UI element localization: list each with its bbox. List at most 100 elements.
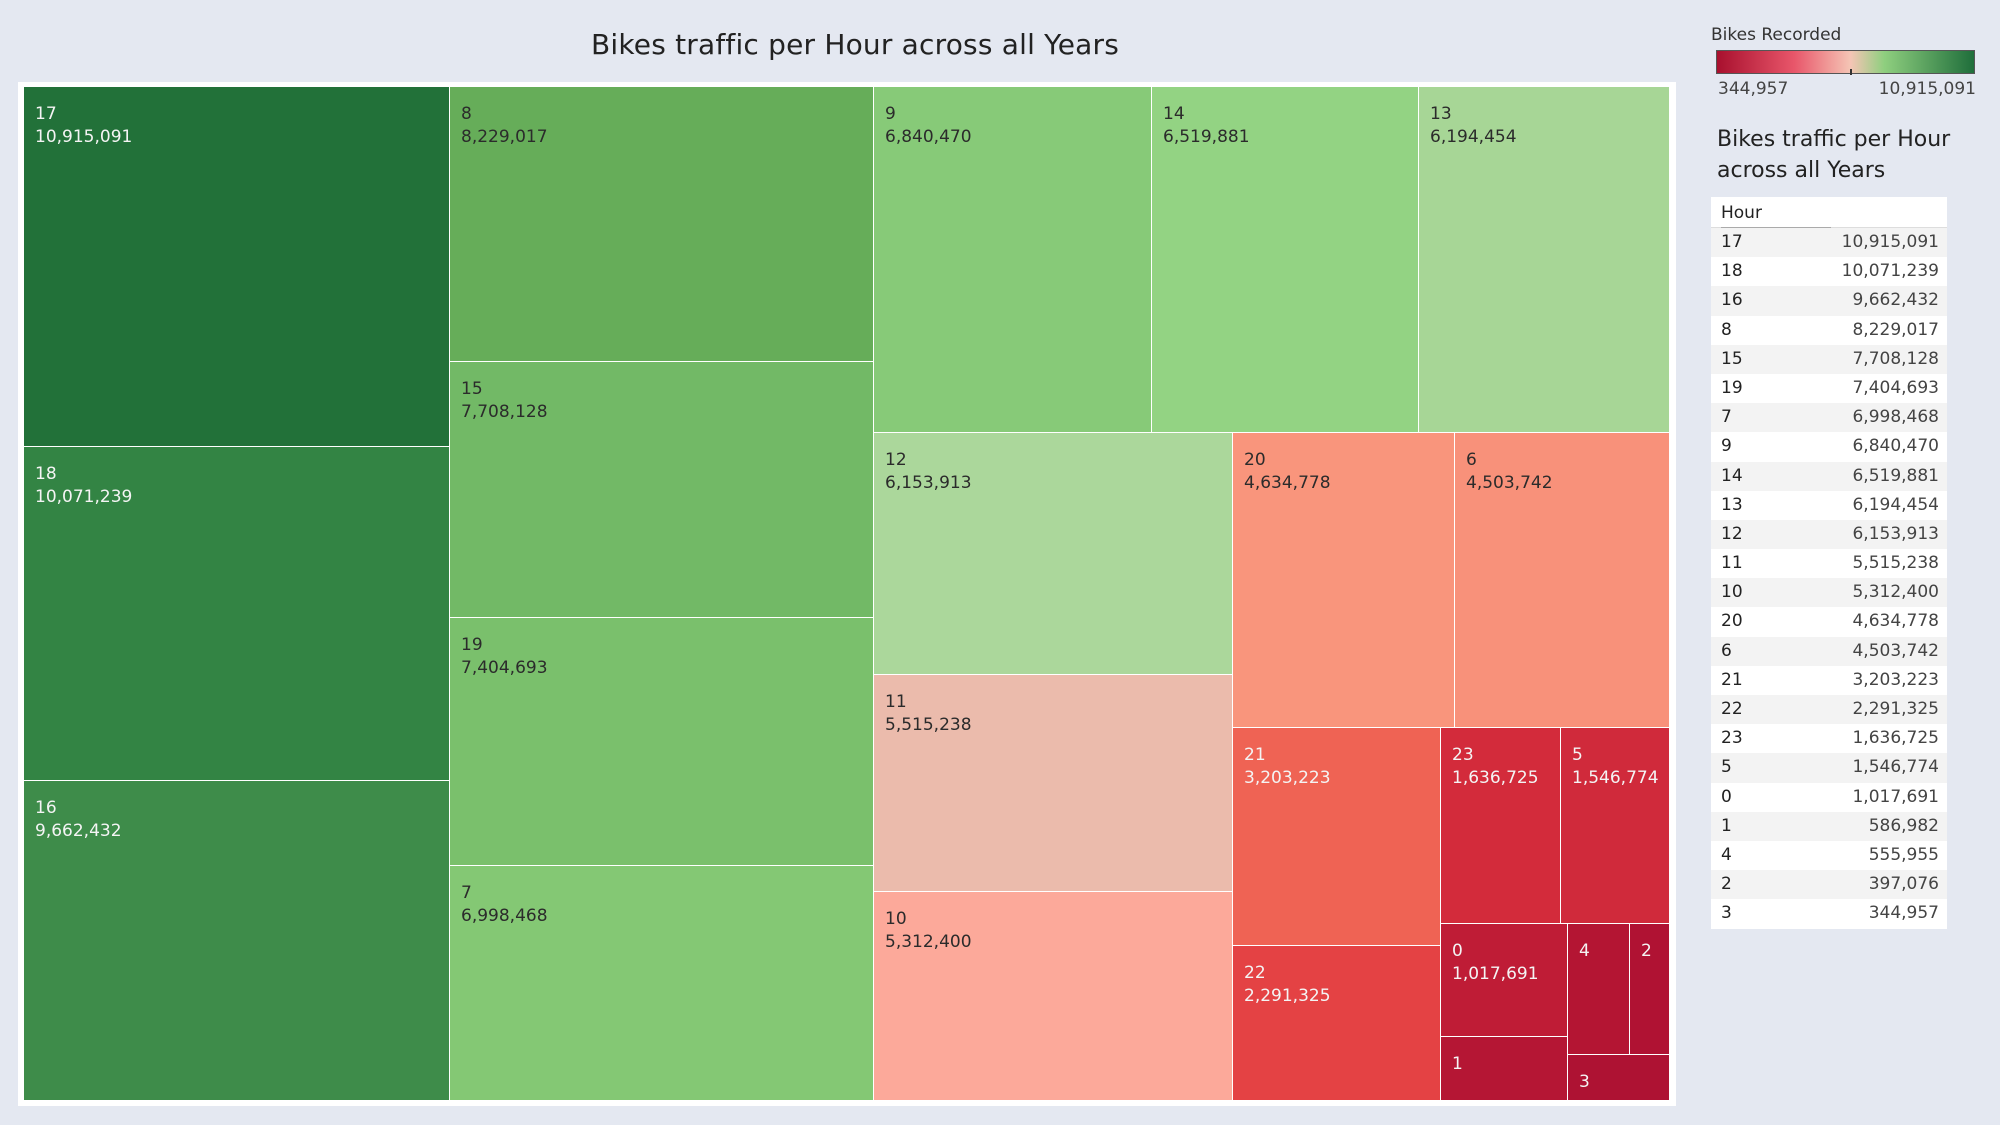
tile-label: 3 bbox=[1579, 1071, 1590, 1094]
table-row[interactable]: 6 4,503,742 bbox=[1711, 636, 1947, 666]
table-row[interactable]: 12 6,153,913 bbox=[1711, 519, 1947, 550]
row-hour: 9 bbox=[1721, 436, 1732, 457]
row-hour: 15 bbox=[1721, 348, 1743, 369]
treemap-tile-hour-9[interactable]: 9 6,840,470 bbox=[874, 87, 1152, 433]
color-legend-marker bbox=[1850, 69, 1852, 75]
row-value: 555,955 bbox=[1868, 844, 1939, 865]
table-row[interactable]: 7 6,998,468 bbox=[1711, 403, 1947, 433]
tile-label: 6 4,503,742 bbox=[1466, 449, 1553, 495]
treemap-tile-hour-13[interactable]: 13 6,194,454 bbox=[1419, 87, 1670, 433]
table-body: 17 10,915,091 18 10,071,239 16 9,662,432 8 8,22… bbox=[1711, 228, 1947, 929]
table-row[interactable]: 1 586,982 bbox=[1711, 811, 1947, 841]
tile-value: 4,634,778 bbox=[1244, 473, 1331, 493]
tile-value: 6,840,470 bbox=[885, 127, 972, 147]
table-row[interactable]: 18 10,071,239 bbox=[1711, 257, 1947, 286]
treemap-tile-hour-19[interactable]: 19 7,404,693 bbox=[450, 618, 874, 866]
table-row[interactable]: 15 7,708,128 bbox=[1711, 344, 1947, 374]
treemap-tile-hour-16[interactable]: 16 9,662,432 bbox=[24, 781, 450, 1101]
tile-hour: 10 bbox=[885, 909, 907, 929]
row-value: 6,998,468 bbox=[1852, 407, 1939, 428]
row-hour: 21 bbox=[1721, 669, 1743, 690]
table-row[interactable]: 11 5,515,238 bbox=[1711, 549, 1947, 578]
treemap-tile-hour-5[interactable]: 5 1,546,774 bbox=[1561, 728, 1670, 924]
table-row[interactable]: 13 6,194,454 bbox=[1711, 491, 1947, 520]
table-row[interactable]: 9 6,840,470 bbox=[1711, 432, 1947, 461]
treemap-tile-hour-21[interactable]: 21 3,203,223 bbox=[1233, 728, 1441, 946]
treemap-tile-hour-23[interactable]: 23 1,636,725 bbox=[1441, 728, 1561, 924]
table-row[interactable]: 0 1,017,691 bbox=[1711, 783, 1947, 812]
color-legend-min: 344,957 bbox=[1718, 79, 1789, 99]
treemap-tile-hour-22[interactable]: 22 2,291,325 bbox=[1233, 946, 1441, 1101]
tile-value: 5,515,238 bbox=[885, 715, 972, 735]
table-row[interactable]: 3 344,957 bbox=[1711, 899, 1947, 928]
column-header-hour[interactable]: Hour bbox=[1721, 200, 1831, 228]
treemap-tile-hour-4[interactable]: 4 bbox=[1568, 924, 1630, 1055]
treemap-tile-hour-18[interactable]: 18 10,071,239 bbox=[24, 447, 450, 781]
tile-value: 7,404,693 bbox=[461, 658, 548, 678]
table-row[interactable]: 10 5,312,400 bbox=[1711, 578, 1947, 608]
tile-value: 1,017,691 bbox=[1452, 964, 1539, 984]
treemap-tile-hour-1[interactable]: 1 bbox=[1441, 1037, 1568, 1101]
row-value: 2,291,325 bbox=[1852, 699, 1939, 719]
tile-value: 10,071,239 bbox=[35, 487, 133, 507]
treemap-tile-hour-6[interactable]: 6 4,503,742 bbox=[1455, 433, 1670, 728]
table-row[interactable]: 4 555,955 bbox=[1711, 841, 1947, 870]
treemap-tile-hour-11[interactable]: 11 5,515,238 bbox=[874, 675, 1233, 892]
treemap-tile-hour-2[interactable]: 2 bbox=[1630, 924, 1670, 1055]
treemap-tile-hour-20[interactable]: 20 4,634,778 bbox=[1233, 433, 1455, 728]
treemap-tile-hour-12[interactable]: 12 6,153,913 bbox=[874, 433, 1233, 675]
row-value: 1,636,725 bbox=[1852, 728, 1939, 749]
table-header[interactable]: Hour bbox=[1711, 197, 1947, 228]
row-value: 7,404,693 bbox=[1852, 377, 1939, 398]
treemap-tile-hour-3[interactable]: 3 bbox=[1568, 1055, 1670, 1101]
chart-title: Bikes traffic per Hour across all Years bbox=[590, 28, 1120, 61]
treemap-tile-hour-14[interactable]: 14 6,519,881 bbox=[1152, 87, 1419, 433]
table-row[interactable]: 17 10,915,091 bbox=[1711, 228, 1947, 258]
tile-label: 8 8,229,017 bbox=[461, 103, 548, 149]
tile-label: 5 1,546,774 bbox=[1572, 744, 1659, 790]
row-value: 10,071,239 bbox=[1841, 261, 1939, 282]
tile-hour: 16 bbox=[35, 798, 57, 818]
row-value: 1,546,774 bbox=[1852, 757, 1939, 778]
treemap-tile-hour-0[interactable]: 0 1,017,691 bbox=[1441, 924, 1568, 1037]
treemap-tile-hour-7[interactable]: 7 6,998,468 bbox=[450, 866, 874, 1101]
tile-value: 2,291,325 bbox=[1244, 986, 1331, 1006]
tile-value: 8,229,017 bbox=[461, 127, 548, 147]
row-value: 6,153,913 bbox=[1852, 523, 1939, 544]
tile-label: 18 10,071,239 bbox=[35, 463, 132, 509]
row-value: 9,662,432 bbox=[1852, 290, 1939, 311]
table-row[interactable]: 19 7,404,693 bbox=[1711, 374, 1947, 403]
row-hour: 18 bbox=[1721, 261, 1743, 282]
treemap-tile-hour-10[interactable]: 10 5,312,400 bbox=[874, 892, 1233, 1101]
tile-hour: 9 bbox=[885, 104, 896, 124]
table-row[interactable]: 20 4,634,778 bbox=[1711, 607, 1947, 636]
table-row[interactable]: 5 1,546,774 bbox=[1711, 753, 1947, 783]
table-row[interactable]: 22 2,291,325 bbox=[1711, 695, 1947, 725]
tile-label: 0 1,017,691 bbox=[1452, 940, 1539, 986]
tile-label: 23 1,636,725 bbox=[1452, 744, 1539, 790]
table-row[interactable]: 2 397,076 bbox=[1711, 870, 1947, 900]
tile-value: 6,153,913 bbox=[885, 473, 972, 493]
treemap-tile-hour-17[interactable]: 17 10,915,091 bbox=[24, 87, 450, 447]
treemap-tile-hour-8[interactable]: 8 8,229,017 bbox=[450, 87, 874, 362]
table-row[interactable]: 8 8,229,017 bbox=[1711, 316, 1947, 345]
tile-label: 4 bbox=[1579, 940, 1590, 963]
row-value: 6,194,454 bbox=[1852, 494, 1939, 515]
treemap-tile-hour-15[interactable]: 15 7,708,128 bbox=[450, 362, 874, 618]
row-hour: 4 bbox=[1721, 844, 1732, 865]
color-legend-gradient[interactable] bbox=[1716, 50, 1975, 75]
table-row[interactable]: 23 1,636,725 bbox=[1711, 724, 1947, 753]
table-row[interactable]: 21 3,203,223 bbox=[1711, 666, 1947, 695]
tile-hour: 6 bbox=[1466, 450, 1477, 470]
row-hour: 8 bbox=[1721, 319, 1732, 340]
table-row[interactable]: 14 6,519,881 bbox=[1711, 461, 1947, 491]
row-value: 5,312,400 bbox=[1852, 582, 1939, 603]
tile-hour: 18 bbox=[35, 464, 57, 484]
tile-hour: 17 bbox=[35, 104, 57, 124]
row-hour: 12 bbox=[1721, 523, 1743, 544]
tile-hour: 3 bbox=[1579, 1072, 1590, 1092]
row-hour: 16 bbox=[1721, 290, 1743, 311]
table-row[interactable]: 16 9,662,432 bbox=[1711, 286, 1947, 316]
tile-value: 6,519,881 bbox=[1163, 127, 1250, 147]
row-hour: 6 bbox=[1721, 640, 1732, 661]
